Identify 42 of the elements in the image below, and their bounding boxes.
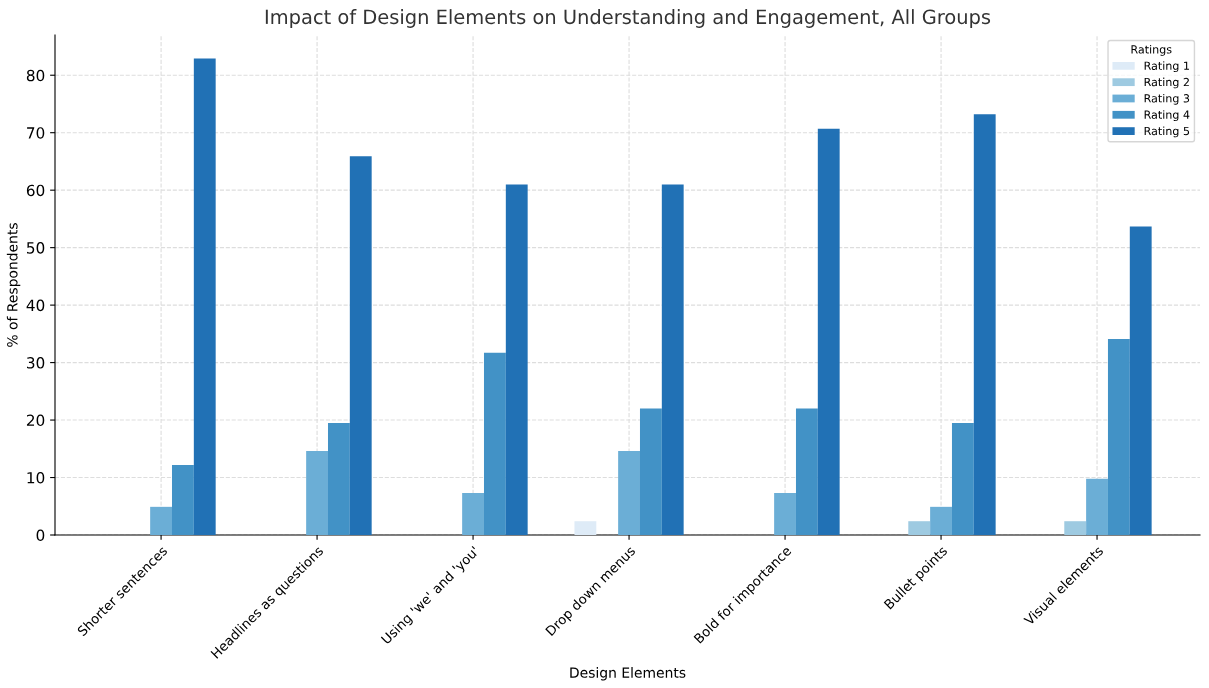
y-tick-label: 60 xyxy=(26,184,45,197)
legend-label: Rating 4 xyxy=(1144,110,1190,121)
y-tick-label: 40 xyxy=(26,299,45,312)
bar xyxy=(150,506,172,535)
y-tick-label: 20 xyxy=(26,414,45,427)
bar xyxy=(817,128,840,535)
y-tick-label: 50 xyxy=(27,242,45,254)
y-tick-label: 10 xyxy=(27,471,45,484)
bar xyxy=(930,506,952,535)
y-tick-label: 30 xyxy=(27,357,45,369)
bar xyxy=(661,184,684,535)
chart-title: Impact of Design Elements on Understanding and Engagement, All Groups xyxy=(265,9,991,28)
legend-label: Rating 3 xyxy=(1144,93,1190,105)
x-axis-title: Design Elements xyxy=(570,667,686,681)
bar xyxy=(951,422,974,535)
y-tick-label: 0 xyxy=(36,529,45,542)
bar xyxy=(349,156,372,535)
bar xyxy=(1107,339,1130,535)
bar xyxy=(462,493,484,535)
legend-label: Rating 5 xyxy=(1144,126,1190,138)
bar xyxy=(1086,478,1108,535)
bar xyxy=(1129,226,1152,535)
y-axis-title: % of Respondents xyxy=(6,223,21,347)
bar xyxy=(306,451,328,535)
legend-label: Rating 2 xyxy=(1144,77,1189,89)
bar xyxy=(639,408,662,535)
bar xyxy=(1064,521,1087,535)
bar xyxy=(327,422,350,535)
y-tick-label: 70 xyxy=(27,127,45,139)
legend-title: Ratings xyxy=(1131,45,1172,56)
bar xyxy=(908,521,931,535)
bar xyxy=(774,493,796,535)
bar xyxy=(574,521,597,535)
bar xyxy=(172,464,194,535)
bar xyxy=(505,184,528,535)
bar xyxy=(795,408,818,535)
bar xyxy=(483,352,506,535)
bar xyxy=(618,451,640,535)
legend-label: Rating 1 xyxy=(1144,61,1189,73)
bar xyxy=(193,58,216,535)
bar xyxy=(973,114,996,535)
y-tick-label: 80 xyxy=(26,69,45,82)
